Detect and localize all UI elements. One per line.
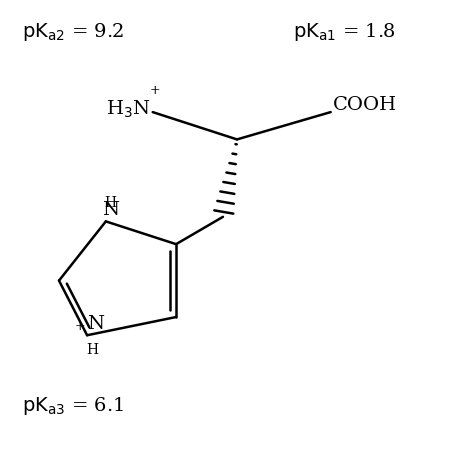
Text: +: + <box>149 84 160 97</box>
Text: N: N <box>102 201 119 219</box>
Text: $\mathrm{pK_{a1}}$ = 1.8: $\mathrm{pK_{a1}}$ = 1.8 <box>293 21 396 43</box>
Text: H: H <box>105 196 117 210</box>
Text: $\mathrm{pK_{a3}}$ = 6.1: $\mathrm{pK_{a3}}$ = 6.1 <box>21 395 123 417</box>
Text: +: + <box>74 320 85 333</box>
Text: $\mathrm{pK_{a2}}$ = 9.2: $\mathrm{pK_{a2}}$ = 9.2 <box>21 21 124 43</box>
Text: COOH: COOH <box>333 96 397 114</box>
Text: N: N <box>87 315 104 333</box>
Text: H: H <box>87 343 99 357</box>
Text: H$_3$N: H$_3$N <box>106 99 150 120</box>
